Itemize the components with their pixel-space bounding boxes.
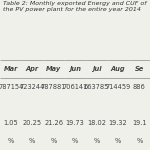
Text: Table 2: Monthly exported Energy and CUF of the PV power plant for the entire ye: Table 2: Monthly exported Energy and CUF… (3, 2, 147, 12)
